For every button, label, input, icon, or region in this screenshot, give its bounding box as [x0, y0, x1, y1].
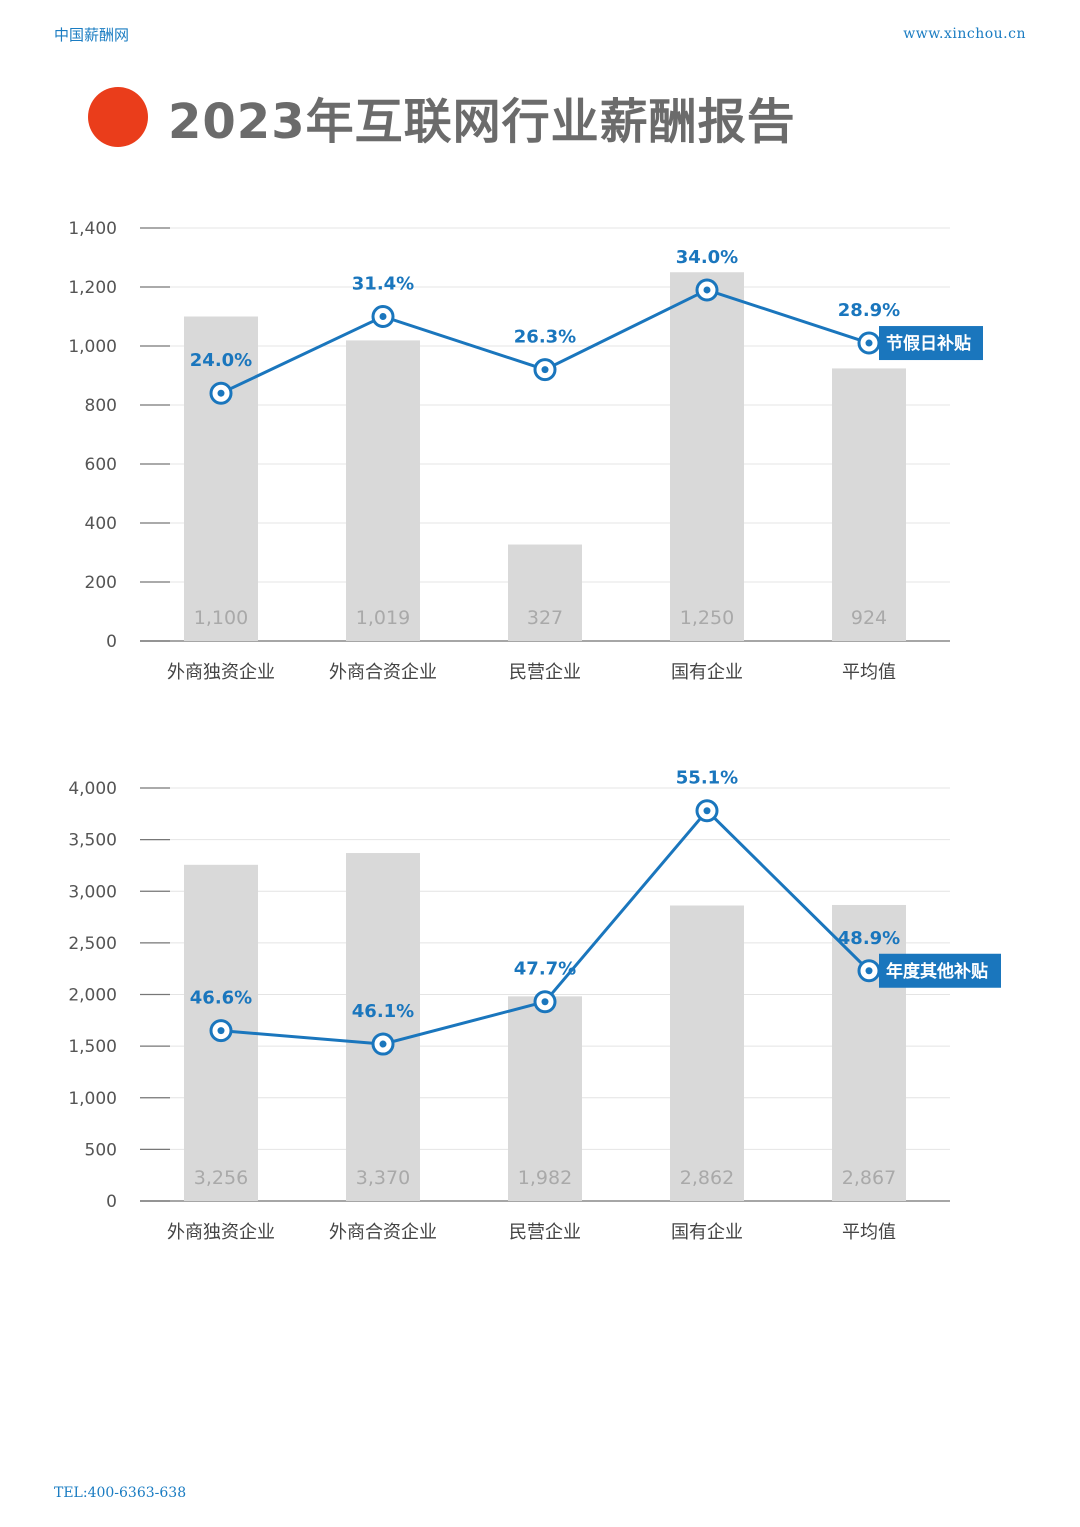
- bar: [508, 544, 582, 641]
- x-category-label: 外商合资企业: [329, 1222, 437, 1243]
- series-point-center: [703, 286, 711, 294]
- bar-value-label: 2,862: [680, 1167, 734, 1189]
- bar: [832, 904, 906, 1201]
- bar: [670, 272, 744, 641]
- series-point-label: 24.0%: [190, 350, 252, 371]
- bar-value-label: 1,019: [356, 607, 410, 629]
- chart-other-subsidy: 0 500 1,000 1,500 2,000 2,500 3,000 3,500 4,000 3…: [68, 768, 1001, 1243]
- legend-tag: [879, 953, 1001, 988]
- legend-label: 节假日补贴: [886, 333, 971, 354]
- y-tick-label: 4,000: [68, 779, 117, 799]
- series-point-center: [541, 366, 549, 374]
- page-title: 2023年互联网行业薪酬报告: [168, 94, 796, 150]
- bar-value-label: 327: [527, 607, 563, 629]
- legend-label: 年度其他补贴: [886, 961, 988, 982]
- series-point-label: 26.3%: [514, 327, 576, 348]
- chart-holiday-subsidy: 0 200 400 600 800 1,000 1,200 1,400 1,100 外商独资企业 1…: [68, 219, 983, 683]
- footer-tel: TEL:400-6363-638: [54, 1485, 187, 1501]
- bar: [832, 368, 906, 641]
- bar-value-label: 3,256: [194, 1167, 248, 1189]
- x-category-label: 外商独资企业: [167, 662, 275, 683]
- y-tick-label: 0: [106, 632, 117, 652]
- series-point-center: [217, 1027, 225, 1035]
- bar-value-label: 2,867: [842, 1167, 896, 1189]
- y-tick-label: 2,500: [68, 934, 117, 954]
- series-point-label: 34.0%: [676, 247, 738, 268]
- y-tick-label: 800: [85, 396, 117, 416]
- y-tick-label: 400: [85, 514, 117, 534]
- x-category-label: 外商独资企业: [167, 1222, 275, 1243]
- title-block: 2023年互联网行业薪酬报告: [88, 86, 796, 150]
- bar-value-label: 1,250: [680, 607, 734, 629]
- x-category-label: 民营企业: [509, 662, 581, 683]
- y-tick-label: 1,200: [68, 278, 117, 298]
- bar: [346, 853, 420, 1201]
- y-tick-label: 200: [85, 573, 117, 593]
- series-point-center: [865, 967, 873, 975]
- x-category-label: 平均值: [842, 1222, 896, 1243]
- series-point-label: 55.1%: [676, 768, 738, 789]
- bar: [184, 316, 258, 641]
- y-tick-label: 2,000: [68, 986, 117, 1006]
- series-point-center: [865, 339, 873, 347]
- site-url[interactable]: www.xinchou.cn: [903, 26, 1026, 42]
- bar-value-label: 1,982: [518, 1167, 572, 1189]
- x-category-label: 国有企业: [671, 662, 743, 683]
- bar-value-label: 924: [851, 607, 887, 629]
- x-category-label: 外商合资企业: [329, 662, 437, 683]
- y-tick-label: 500: [85, 1140, 117, 1160]
- x-category-label: 民营企业: [509, 1222, 581, 1243]
- site-name: 中国薪酬网: [54, 26, 130, 44]
- x-category-label: 平均值: [842, 662, 896, 683]
- series-point-label: 48.9%: [838, 928, 900, 949]
- bar: [346, 340, 420, 641]
- x-category-label: 国有企业: [671, 1222, 743, 1243]
- bar-value-label: 3,370: [356, 1167, 410, 1189]
- y-tick-label: 3,000: [68, 882, 117, 902]
- series-point-label: 31.4%: [352, 274, 414, 295]
- series-point-center: [541, 998, 549, 1006]
- bar-value-label: 1,100: [194, 607, 248, 629]
- y-tick-label: 1,000: [68, 1089, 117, 1109]
- series-point-label: 46.1%: [352, 1001, 414, 1022]
- series-point-label: 47.7%: [514, 959, 576, 980]
- y-tick-label: 1,500: [68, 1037, 117, 1057]
- legend-tag: [879, 326, 983, 361]
- y-tick-label: 600: [85, 455, 117, 475]
- series-point-center: [217, 389, 225, 397]
- series-point-center: [379, 313, 387, 320]
- series-point-label: 28.9%: [838, 300, 900, 321]
- y-tick-label: 1,000: [68, 337, 117, 357]
- y-tick-label: 0: [106, 1192, 117, 1212]
- series-point-center: [379, 1040, 387, 1048]
- series-point-center: [703, 807, 711, 815]
- y-tick-label: 3,500: [68, 831, 117, 851]
- series-point-label: 46.6%: [190, 988, 252, 1009]
- y-tick-label: 1,400: [68, 219, 117, 239]
- bar: [670, 905, 744, 1201]
- title-dot-icon: [88, 87, 148, 147]
- bar: [508, 996, 582, 1201]
